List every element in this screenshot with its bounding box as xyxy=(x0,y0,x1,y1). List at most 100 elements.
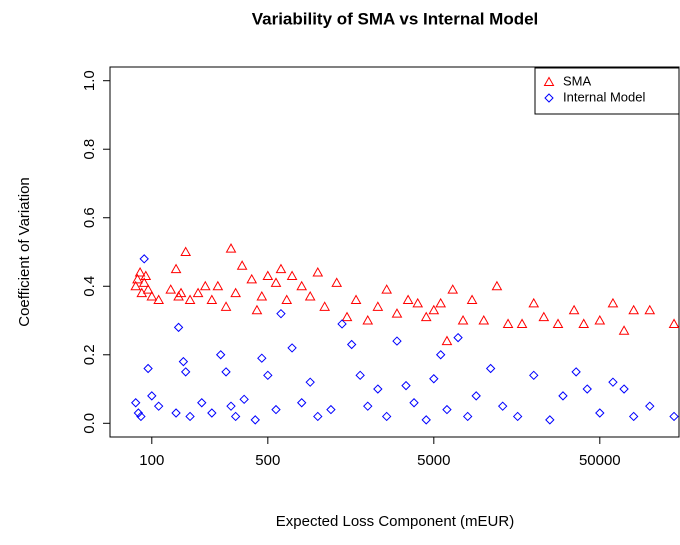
internal-model-point xyxy=(363,401,373,411)
sma-point xyxy=(180,246,192,256)
sma-point xyxy=(668,318,680,328)
sma-point xyxy=(402,294,414,304)
internal-model-point xyxy=(558,391,568,401)
sma-point xyxy=(251,304,263,315)
sma-point xyxy=(552,318,564,328)
sma-point xyxy=(304,291,316,301)
internal-model-point xyxy=(401,380,411,391)
sma-point xyxy=(134,267,146,277)
legend-label: Internal Model xyxy=(563,89,645,104)
sma-point xyxy=(275,263,287,274)
internal-model-point xyxy=(392,336,402,346)
internal-model-point xyxy=(619,384,629,394)
sma-point xyxy=(350,294,362,304)
sma-point xyxy=(607,297,619,308)
sma-point xyxy=(441,335,453,346)
internal-model-point xyxy=(136,411,146,422)
internal-model-point xyxy=(512,411,523,422)
internal-model-point xyxy=(139,254,149,264)
x-tick-label: 100 xyxy=(139,452,164,469)
sma-point xyxy=(491,280,503,291)
internal-model-point xyxy=(239,394,249,405)
internal-model-point xyxy=(296,398,307,408)
sma-point xyxy=(199,280,211,291)
internal-model-point xyxy=(250,415,260,425)
sma-point xyxy=(594,314,606,325)
sma-point xyxy=(281,294,293,304)
sma-point xyxy=(236,260,248,270)
y-axis-label: Coefficient of Variation xyxy=(16,177,33,327)
y-tick-label: 0.6 xyxy=(81,207,98,228)
sma-point xyxy=(153,294,165,304)
internal-model-point xyxy=(571,367,581,377)
internal-model-point xyxy=(143,363,153,374)
sma-point xyxy=(341,311,353,322)
internal-model-point xyxy=(645,401,655,411)
internal-model-point xyxy=(595,408,605,418)
internal-model-point xyxy=(421,415,431,425)
internal-model-point xyxy=(545,415,555,425)
legend-marker xyxy=(544,93,554,103)
internal-model-point xyxy=(529,370,539,381)
sma-point xyxy=(206,294,218,304)
internal-model-point xyxy=(346,339,357,350)
internal-model-point xyxy=(582,384,592,394)
sma-point xyxy=(457,314,469,325)
internal-model-point xyxy=(608,377,618,387)
internal-model-point xyxy=(180,367,191,377)
legend-box xyxy=(534,67,680,115)
internal-model-point xyxy=(257,353,267,363)
sma-point xyxy=(372,301,384,311)
internal-model-point xyxy=(355,370,365,381)
internal-model-point xyxy=(263,370,273,381)
x-tick-label: 50000 xyxy=(579,452,621,469)
internal-model-point xyxy=(171,408,181,418)
sma-point xyxy=(220,301,232,311)
sma-point xyxy=(502,318,514,328)
internal-model-point xyxy=(178,356,189,367)
sma-point xyxy=(578,318,590,328)
sma-point xyxy=(286,270,298,280)
sma-point xyxy=(296,280,308,291)
internal-model-point xyxy=(215,350,226,360)
sma-point xyxy=(412,297,424,308)
internal-model-point xyxy=(381,411,392,422)
internal-model-point xyxy=(287,343,297,353)
sma-point xyxy=(256,291,268,301)
internal-model-point xyxy=(153,401,164,411)
sma-point xyxy=(362,314,374,325)
chart-title: Variability of SMA vs Internal Model xyxy=(252,9,539,28)
sma-point xyxy=(331,277,343,287)
sma-point xyxy=(516,318,528,328)
internal-model-point xyxy=(326,404,336,415)
internal-model-point xyxy=(185,411,195,422)
sma-point xyxy=(447,284,459,294)
internal-model-point xyxy=(147,391,157,401)
sma-point xyxy=(528,297,540,308)
sma-point xyxy=(138,277,150,287)
y-tick-label: 0.0 xyxy=(81,413,98,434)
internal-model-point xyxy=(462,411,473,422)
internal-model-point xyxy=(173,322,184,333)
internal-model-point xyxy=(628,411,639,422)
sma-point xyxy=(420,311,432,322)
sma-point xyxy=(478,314,490,325)
y-tick-label: 1.0 xyxy=(81,70,98,91)
internal-model-point xyxy=(221,367,231,377)
sma-point xyxy=(538,311,550,322)
internal-model-point xyxy=(409,398,419,408)
sma-point xyxy=(628,304,640,315)
internal-model-point xyxy=(453,332,463,343)
legend-label: SMA xyxy=(563,73,592,88)
y-tick-label: 0.4 xyxy=(81,276,98,297)
sma-point xyxy=(146,291,158,301)
internal-model-point xyxy=(276,308,286,319)
sma-point xyxy=(466,294,478,304)
internal-model-point xyxy=(471,391,481,401)
sma-point xyxy=(225,243,237,253)
sma-point xyxy=(170,263,182,274)
internal-model-point xyxy=(197,398,207,408)
internal-model-point xyxy=(230,411,241,422)
sma-point xyxy=(230,287,242,298)
